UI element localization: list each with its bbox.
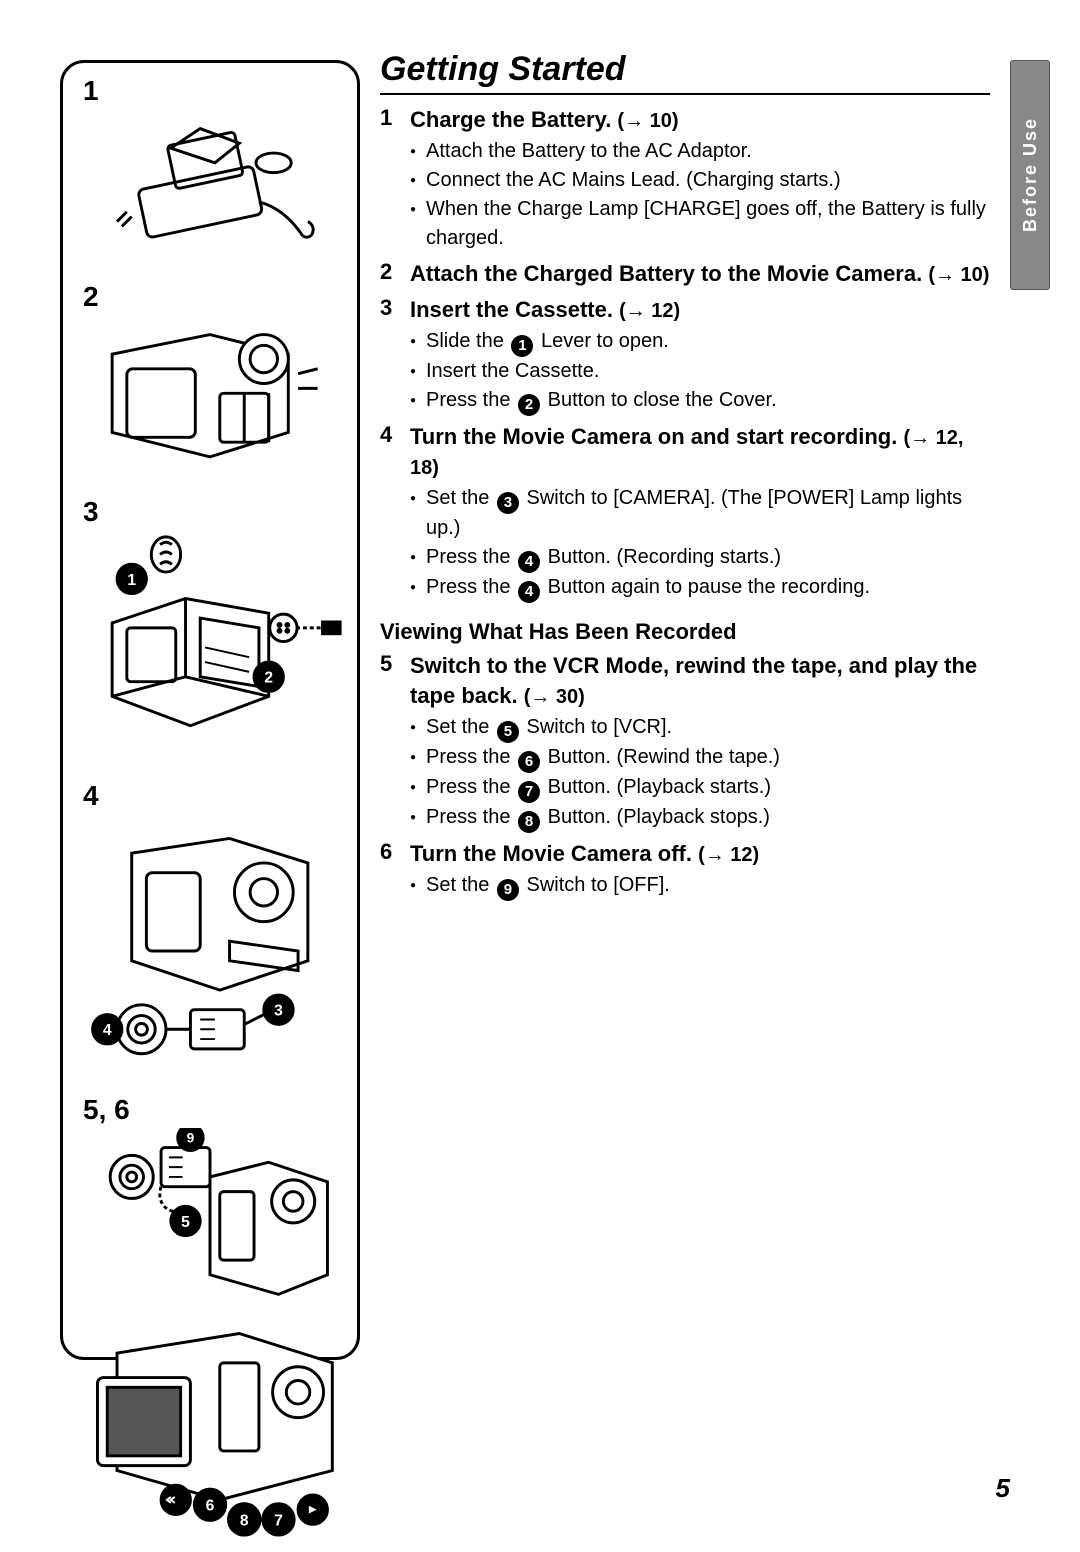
svg-text:9: 9 [187,1131,195,1146]
circle-number-icon: 1 [511,335,533,357]
drawing-cassette: 1 2 [73,530,347,755]
svg-text:6: 6 [206,1497,215,1514]
substep-item: Press the 4 Button. (Recording starts.) [410,543,990,573]
circle-number-icon: 8 [518,811,540,833]
step-number: 4 [380,422,410,603]
circle-number-icon: 2 [518,394,540,416]
circle-number-icon: 9 [497,879,519,901]
step-heading: Attach the Charged Battery to the Movie … [410,259,990,289]
step-item: 6Turn the Movie Camera off. (→ 12)Set th… [380,839,990,901]
side-tab: Before Use [1010,60,1050,290]
step-heading: Switch to the VCR Mode, rewind the tape,… [410,651,990,711]
substep-item: Set the 9 Switch to [OFF]. [410,871,990,901]
circle-number-icon: 6 [518,751,540,773]
illus-box-4: 4 4 3 [63,768,357,1081]
substep-item: Set the 3 Switch to [CAMERA]. (The [POWE… [410,484,990,543]
illus-label: 5, 6 [83,1094,347,1126]
substep-item: Set the 5 Switch to [VCR]. [410,713,990,743]
step-number: 6 [380,839,410,901]
substep-item: Connect the AC Mains Lead. (Charging sta… [410,166,990,195]
circle-number-icon: 4 [518,551,540,573]
svg-text:1: 1 [127,572,136,589]
circle-number-icon: 3 [497,492,519,514]
illus-box-1: 1 [63,63,357,269]
svg-text:5: 5 [181,1214,190,1231]
substep-item: Press the 8 Button. (Playback stops.) [410,803,990,833]
svg-text:8: 8 [240,1512,249,1529]
substep-item: Press the 2 Button to close the Cover. [410,386,990,416]
step-body: Insert the Cassette. (→ 12)Slide the 1 L… [410,295,990,416]
step-body: Charge the Battery. (→ 10)Attach the Bat… [410,105,990,253]
circle-number-icon: 7 [518,781,540,803]
substep-item: Press the 7 Button. (Playback starts.) [410,773,990,803]
step-item: 5Switch to the VCR Mode, rewind the tape… [380,651,990,833]
text-column: Getting Started 1Charge the Battery. (→ … [380,50,990,907]
illus-box-3: 3 1 2 [63,484,357,768]
illus-label: 1 [83,75,347,107]
svg-text:7: 7 [274,1512,283,1529]
substep-list: Attach the Battery to the AC Adaptor.Con… [410,137,990,253]
step-body: Attach the Charged Battery to the Movie … [410,259,990,289]
step-item: 2Attach the Charged Battery to the Movie… [380,259,990,289]
illus-label: 3 [83,496,347,528]
drawing-charger [73,109,347,256]
circle-number-icon: 4 [518,581,540,603]
step-item: 3Insert the Cassette. (→ 12)Slide the 1 … [380,295,990,416]
step-body: Turn the Movie Camera on and start recor… [410,422,990,603]
illus-label: 2 [83,281,347,313]
substep-list: Slide the 1 Lever to open.Insert the Cas… [410,327,990,416]
substep-item: When the Charge Lamp [CHARGE] goes off, … [410,195,990,253]
substep-item: Slide the 1 Lever to open. [410,327,990,357]
step-heading: Insert the Cassette. (→ 12) [410,295,990,325]
illustration-column: 1 2 [60,60,360,1360]
drawing-vcr: 9 5 [73,1128,347,1539]
step-item: 4Turn the Movie Camera on and start reco… [380,422,990,603]
step-number: 5 [380,651,410,833]
step-body: Turn the Movie Camera off. (→ 12)Set the… [410,839,990,901]
subtitle: Viewing What Has Been Recorded [380,619,990,645]
substep-list: Set the 5 Switch to [VCR].Press the 6 Bu… [410,713,990,833]
step-heading: Charge the Battery. (→ 10) [410,105,990,135]
steps-list-2: 5Switch to the VCR Mode, rewind the tape… [380,651,990,901]
svg-text:3: 3 [274,1003,283,1020]
side-tab-label: Before Use [1020,117,1041,232]
drawing-record: 4 3 [73,814,347,1068]
substep-list: Set the 9 Switch to [OFF]. [410,871,990,901]
svg-text:4: 4 [103,1023,112,1040]
substep-item: Attach the Battery to the AC Adaptor. [410,137,990,166]
drawing-attach-battery [73,315,347,472]
svg-text:2: 2 [264,670,273,687]
circle-number-icon: 5 [497,721,519,743]
step-body: Switch to the VCR Mode, rewind the tape,… [410,651,990,833]
illus-box-2: 2 [63,269,357,485]
steps-list: 1Charge the Battery. (→ 10)Attach the Ba… [380,105,990,603]
substep-item: Press the 4 Button again to pause the re… [410,573,990,603]
step-number: 3 [380,295,410,416]
substep-item: Insert the Cassette. [410,357,990,386]
step-number: 2 [380,259,410,289]
page-number: 5 [996,1473,1010,1504]
step-number: 1 [380,105,410,253]
step-heading: Turn the Movie Camera on and start recor… [410,422,990,482]
step-heading: Turn the Movie Camera off. (→ 12) [410,839,990,869]
step-item: 1Charge the Battery. (→ 10)Attach the Ba… [380,105,990,253]
page-title: Getting Started [380,50,990,95]
substep-item: Press the 6 Button. (Rewind the tape.) [410,743,990,773]
substep-list: Set the 3 Switch to [CAMERA]. (The [POWE… [410,484,990,603]
illus-box-5: 5, 6 9 5 [63,1082,357,1552]
illus-label: 4 [83,780,347,812]
